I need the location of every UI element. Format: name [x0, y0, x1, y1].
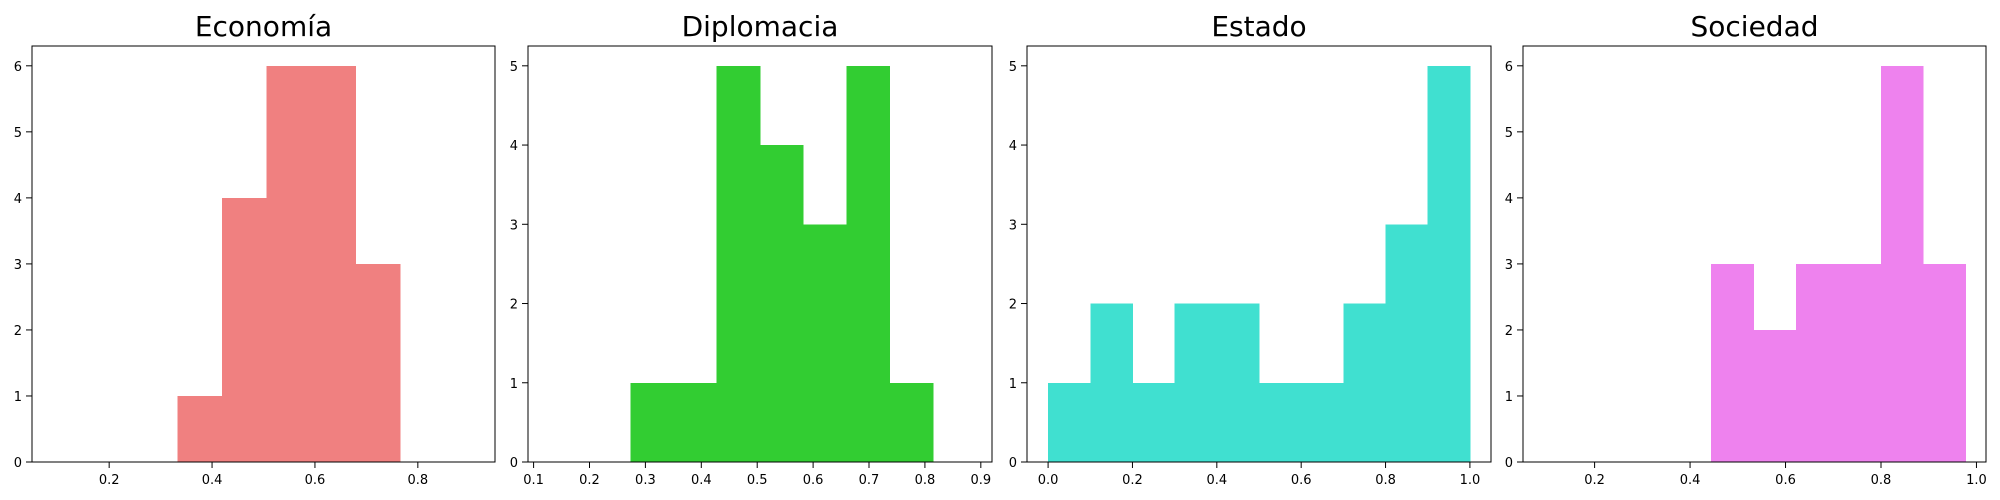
- bar-sociedad-6: [1923, 263, 1967, 462]
- y-tick-label-estado: 5: [1009, 60, 1017, 75]
- y-tick-label-economia: 0: [14, 456, 22, 471]
- bar-sociedad-4: [1838, 263, 1882, 462]
- y-tick-label-sociedad: 4: [1505, 192, 1513, 207]
- x-tick-label-economia: 0.4: [202, 473, 223, 488]
- y-tick-label-sociedad: 5: [1505, 126, 1513, 141]
- panel-sociedad: 0.2 0.4 0.6 0.8 1.0 0 1 2 3 4 5 6 Sociedad: [1505, 10, 1987, 488]
- bar-estado-10: [1427, 65, 1471, 463]
- y-tick-label-economia: 2: [14, 324, 22, 339]
- x-tick-label-economia: 0.8: [407, 473, 428, 488]
- panel-diplomacia: 0.1 0.2 0.3 0.4 0.5 0.6 0.7 0.8 0.9 0 1 2 3 4 5 Diploma…: [510, 10, 993, 488]
- y-tick-label-sociedad: 1: [1505, 390, 1513, 405]
- x-tick-label-diplomacia: 0.7: [859, 473, 880, 488]
- x-tick-label-estado: 0.6: [1291, 473, 1312, 488]
- bar-sociedad-5: [1880, 65, 1924, 463]
- x-tick-label-sociedad: 0.8: [1871, 473, 1892, 488]
- bar-estado-1: [1048, 382, 1091, 462]
- x-tick-label-sociedad: 0.4: [1680, 473, 1701, 488]
- y-tick-label-estado: 0: [1009, 456, 1017, 471]
- x-tick-label-diplomacia: 0.2: [579, 473, 600, 488]
- bar-diplomacia-3: [716, 65, 761, 463]
- bar-estado-7: [1301, 382, 1344, 462]
- x-tick-label-diplomacia: 0.4: [691, 473, 712, 488]
- chart-title-sociedad: Sociedad: [1690, 10, 1818, 43]
- y-tick-label-diplomacia: 4: [510, 139, 518, 154]
- bar-estado-8: [1343, 303, 1387, 462]
- y-tick-label-economia: 5: [14, 126, 22, 141]
- x-tick-label-estado: 1.0: [1460, 473, 1481, 488]
- y-tick-label-diplomacia: 0: [510, 456, 518, 471]
- y-tick-label-sociedad: 2: [1505, 324, 1513, 339]
- bar-sociedad-3: [1795, 263, 1839, 462]
- bar-diplomacia-5: [803, 224, 847, 462]
- y-tick-label-diplomacia: 1: [510, 377, 518, 392]
- y-tick-label-diplomacia: 5: [510, 60, 518, 75]
- x-tick-label-diplomacia: 0.9: [970, 473, 991, 488]
- x-tick-label-economia: 0.6: [305, 473, 326, 488]
- y-tick-label-economia: 1: [14, 390, 22, 405]
- y-tick-label-diplomacia: 2: [510, 298, 518, 313]
- bar-economia-5: [355, 263, 401, 462]
- bar-economia-4: [311, 65, 357, 463]
- bar-estado-6: [1259, 382, 1302, 462]
- bar-estado-2: [1090, 303, 1133, 462]
- axes-frame-diplomacia: [527, 45, 993, 463]
- bar-diplomacia-1: [630, 382, 675, 462]
- y-tick-label-economia: 6: [14, 60, 22, 75]
- bar-diplomacia-7: [889, 382, 934, 462]
- x-tick-label-estado: 0.0: [1038, 473, 1059, 488]
- axes-frame-estado: [1026, 45, 1492, 463]
- bar-estado-9: [1385, 224, 1429, 462]
- x-tick-label-sociedad: 0.2: [1584, 473, 1605, 488]
- y-tick-label-estado: 4: [1009, 139, 1017, 154]
- y-tick-label-sociedad: 0: [1505, 456, 1513, 471]
- panel-estado: 0.0 0.2 0.4 0.6 0.8 1.0 0 1 2 3 4 5 Estado: [1009, 10, 1492, 488]
- y-tick-label-diplomacia: 3: [510, 218, 518, 233]
- y-tick-label-estado: 2: [1009, 298, 1017, 313]
- panel-economia: 0.2 0.4 0.6 0.8 0 1 2 3 4 5 6 Economía: [14, 10, 496, 488]
- bar-diplomacia-6: [846, 65, 891, 463]
- x-tick-label-diplomacia: 0.8: [915, 473, 936, 488]
- x-tick-label-diplomacia: 0.6: [803, 473, 824, 488]
- x-tick-label-sociedad: 1.0: [1966, 473, 1987, 488]
- bar-estado-4: [1174, 303, 1218, 462]
- bar-diplomacia-2: [673, 382, 718, 462]
- bar-economia-3: [266, 65, 312, 463]
- bar-sociedad-2: [1753, 329, 1797, 462]
- chart-title-economia: Economía: [195, 10, 332, 43]
- x-tick-label-estado: 0.2: [1122, 473, 1143, 488]
- bar-economia-1: [177, 395, 223, 462]
- bar-economia-2: [222, 197, 268, 462]
- axes-frame-economia: [31, 45, 496, 463]
- x-tick-label-estado: 0.4: [1206, 473, 1227, 488]
- y-tick-label-economia: 3: [14, 258, 22, 273]
- bar-estado-3: [1132, 382, 1176, 462]
- x-tick-label-diplomacia: 0.5: [747, 473, 768, 488]
- x-tick-label-economia: 0.2: [99, 473, 120, 488]
- y-tick-label-economia: 4: [14, 192, 22, 207]
- y-tick-label-sociedad: 6: [1505, 60, 1513, 75]
- chart-title-diplomacia: Diplomacia: [682, 10, 839, 43]
- x-tick-label-estado: 0.8: [1375, 473, 1396, 488]
- y-tick-label-estado: 1: [1009, 377, 1017, 392]
- x-tick-label-diplomacia: 0.1: [523, 473, 544, 488]
- x-tick-label-diplomacia: 0.3: [635, 473, 656, 488]
- bar-diplomacia-4: [759, 145, 804, 463]
- bar-sociedad-1: [1711, 263, 1754, 462]
- axes-frame-sociedad: [1522, 45, 1987, 463]
- x-tick-label-sociedad: 0.6: [1775, 473, 1796, 488]
- chart-title-estado: Estado: [1211, 10, 1306, 43]
- y-tick-label-estado: 3: [1009, 218, 1017, 233]
- y-tick-label-sociedad: 3: [1505, 258, 1513, 273]
- bar-estado-5: [1216, 303, 1260, 462]
